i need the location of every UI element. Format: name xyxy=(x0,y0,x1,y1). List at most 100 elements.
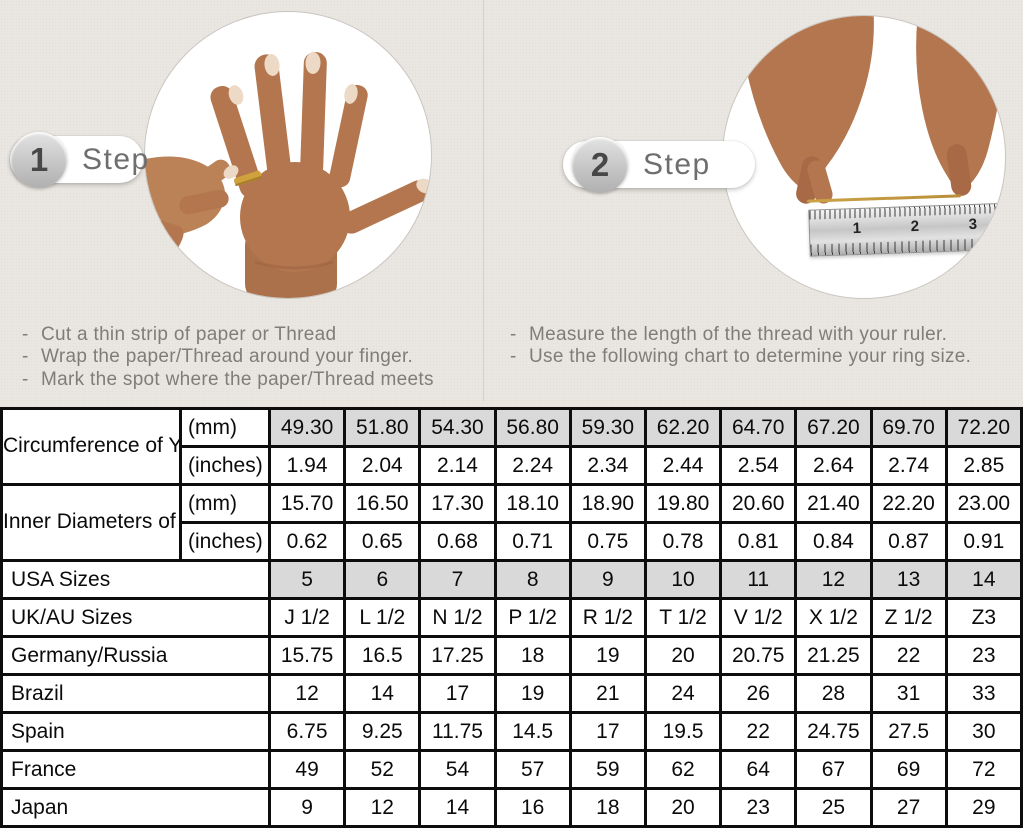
instruction-item: - Wrap the paper/Thread around your finge… xyxy=(20,346,490,368)
table-cell: 23 xyxy=(719,787,798,828)
table-unit-label: (inches) xyxy=(179,445,271,486)
table-cell: 59.30 xyxy=(568,407,647,448)
table-cell: 29 xyxy=(944,787,1023,828)
table-cell: 62 xyxy=(643,749,723,790)
table-cell: 12 xyxy=(343,787,422,828)
step2-instructions: - Measure the length of the thread with y… xyxy=(508,324,1023,369)
table-cell: L 1/2 xyxy=(343,597,422,638)
table-cell: 52 xyxy=(343,749,422,790)
measuring-hands-icon xyxy=(735,16,1005,204)
instruction-text: Wrap the paper/Thread around your finger… xyxy=(41,346,414,368)
table-cell: 18 xyxy=(493,635,572,676)
right-hand xyxy=(916,16,1005,196)
main-hand xyxy=(210,52,431,298)
left-hand xyxy=(735,16,874,204)
table-row: (inches) 0.62 0.65 0.68 0.71 0.75 0.78 0.81 0.84… xyxy=(2,521,1023,562)
table-row-label: France xyxy=(0,749,271,790)
table-cell: 18 xyxy=(568,787,647,828)
table-cell: 31 xyxy=(869,673,948,714)
table-cell: 9.25 xyxy=(343,711,422,752)
table-cell: 21.40 xyxy=(794,483,873,524)
table-cell: Z 1/2 xyxy=(869,597,948,638)
table-cell: 64.70 xyxy=(719,407,798,448)
table-cell: Z3 xyxy=(944,597,1023,638)
table-cell: 49 xyxy=(267,749,347,790)
bullet-dash: - xyxy=(22,346,29,368)
ring-band xyxy=(233,170,263,187)
table-row-label: Spain xyxy=(0,711,271,752)
table-cell: 33 xyxy=(944,673,1023,714)
table-cell: 22.20 xyxy=(869,483,948,524)
table-cell: 30 xyxy=(944,711,1023,752)
table-cell: 19.80 xyxy=(643,483,723,524)
step1-photo xyxy=(144,11,432,299)
table-cell: 26 xyxy=(719,673,798,714)
step2-badge: 2 Step xyxy=(563,136,755,193)
instruction-text: Use the following chart to determine you… xyxy=(529,346,972,368)
table-cell: 20.75 xyxy=(719,635,798,676)
table-cell: 16.5 xyxy=(343,635,422,676)
table-row-label: UK/AU Sizes xyxy=(0,597,271,638)
hand-with-ring-icon xyxy=(145,52,431,298)
table-cell: 14 xyxy=(418,787,497,828)
table-cell: 9 xyxy=(267,787,347,828)
instructions-section: 1 Step - Cut a thin strip of paper or Thr… xyxy=(0,0,1023,407)
table-cell: 18.90 xyxy=(568,483,647,524)
table-cell: 0.78 xyxy=(643,521,723,562)
table-cell: 21.25 xyxy=(794,635,873,676)
table-cell: P 1/2 xyxy=(493,597,572,638)
table-row: Spain 6.75 9.25 11.75 14.5 17 19.5 22 24.75 27.5 3… xyxy=(0,711,1023,752)
table-cell: 28 xyxy=(794,673,873,714)
table-cell: 54 xyxy=(418,749,497,790)
table-cell: 24 xyxy=(643,673,723,714)
table-cell: 67 xyxy=(794,749,873,790)
instruction-item: - Measure the length of the thread with y… xyxy=(508,324,1023,346)
table-row: Germany/Russia 15.75 16.5 17.25 18 19 20 20.75 2… xyxy=(0,635,1023,676)
table-cell: 14 xyxy=(343,673,422,714)
table-cell: 10 xyxy=(643,559,723,600)
step1-badge: 1 Step xyxy=(10,131,148,188)
instruction-item: - Cut a thin strip of paper or Thread xyxy=(20,324,490,346)
helper-hand xyxy=(145,156,239,298)
table-cell: 25 xyxy=(794,787,873,828)
table-cell: 0.84 xyxy=(794,521,873,562)
step2-label: Step xyxy=(643,147,711,181)
instruction-text: Measure the length of the thread with yo… xyxy=(529,324,948,345)
table-cell: 27 xyxy=(869,787,948,828)
table-cell: 5 xyxy=(267,559,347,600)
table-cell: 0.81 xyxy=(719,521,798,562)
table-cell: 8 xyxy=(493,559,572,600)
step1-instructions: - Cut a thin strip of paper or Thread - Wra… xyxy=(20,324,490,391)
table-cell: 17.25 xyxy=(418,635,497,676)
table-cell: 22 xyxy=(719,711,798,752)
table-cell: 64 xyxy=(719,749,798,790)
table-cell: 18.10 xyxy=(493,483,572,524)
table-unit-label: (mm) xyxy=(179,483,271,524)
ruler-number: 2 xyxy=(910,217,920,236)
table-group-label: Inner Diameters of Rings xyxy=(0,483,182,562)
table-cell: 22 xyxy=(869,635,948,676)
table-cell: 11.75 xyxy=(418,711,497,752)
table-cell: 14 xyxy=(944,559,1023,600)
table-cell: 59 xyxy=(568,749,647,790)
table-cell: 67.20 xyxy=(794,407,873,448)
table-row-label: USA Sizes xyxy=(0,559,271,600)
table-cell: 14.5 xyxy=(493,711,572,752)
table-row: Inner Diameters of Rings(mm)15.7016.5017… xyxy=(0,483,1023,562)
table-cell: 24.75 xyxy=(794,711,873,752)
table-row: France 49 52 54 57 59 62 64 67 69 72 xyxy=(0,749,1023,790)
table-cell: 2.24 xyxy=(493,445,572,486)
table-cell: T 1/2 xyxy=(643,597,723,638)
table-cell: 17 xyxy=(568,711,647,752)
table-cell: 23 xyxy=(944,635,1023,676)
table-cell: 2.74 xyxy=(869,445,948,486)
step1-number-circle: 1 xyxy=(11,131,67,188)
table-cell: 72 xyxy=(944,749,1023,790)
table-cell: 15.70 xyxy=(267,483,347,524)
table-cell: X 1/2 xyxy=(794,597,873,638)
table-cell: 0.75 xyxy=(568,521,647,562)
step2-number: 2 xyxy=(590,146,610,183)
table-unit-label: (inches) xyxy=(179,521,271,562)
table-cell: 2.34 xyxy=(568,445,647,486)
table-cell: 17.30 xyxy=(418,483,497,524)
